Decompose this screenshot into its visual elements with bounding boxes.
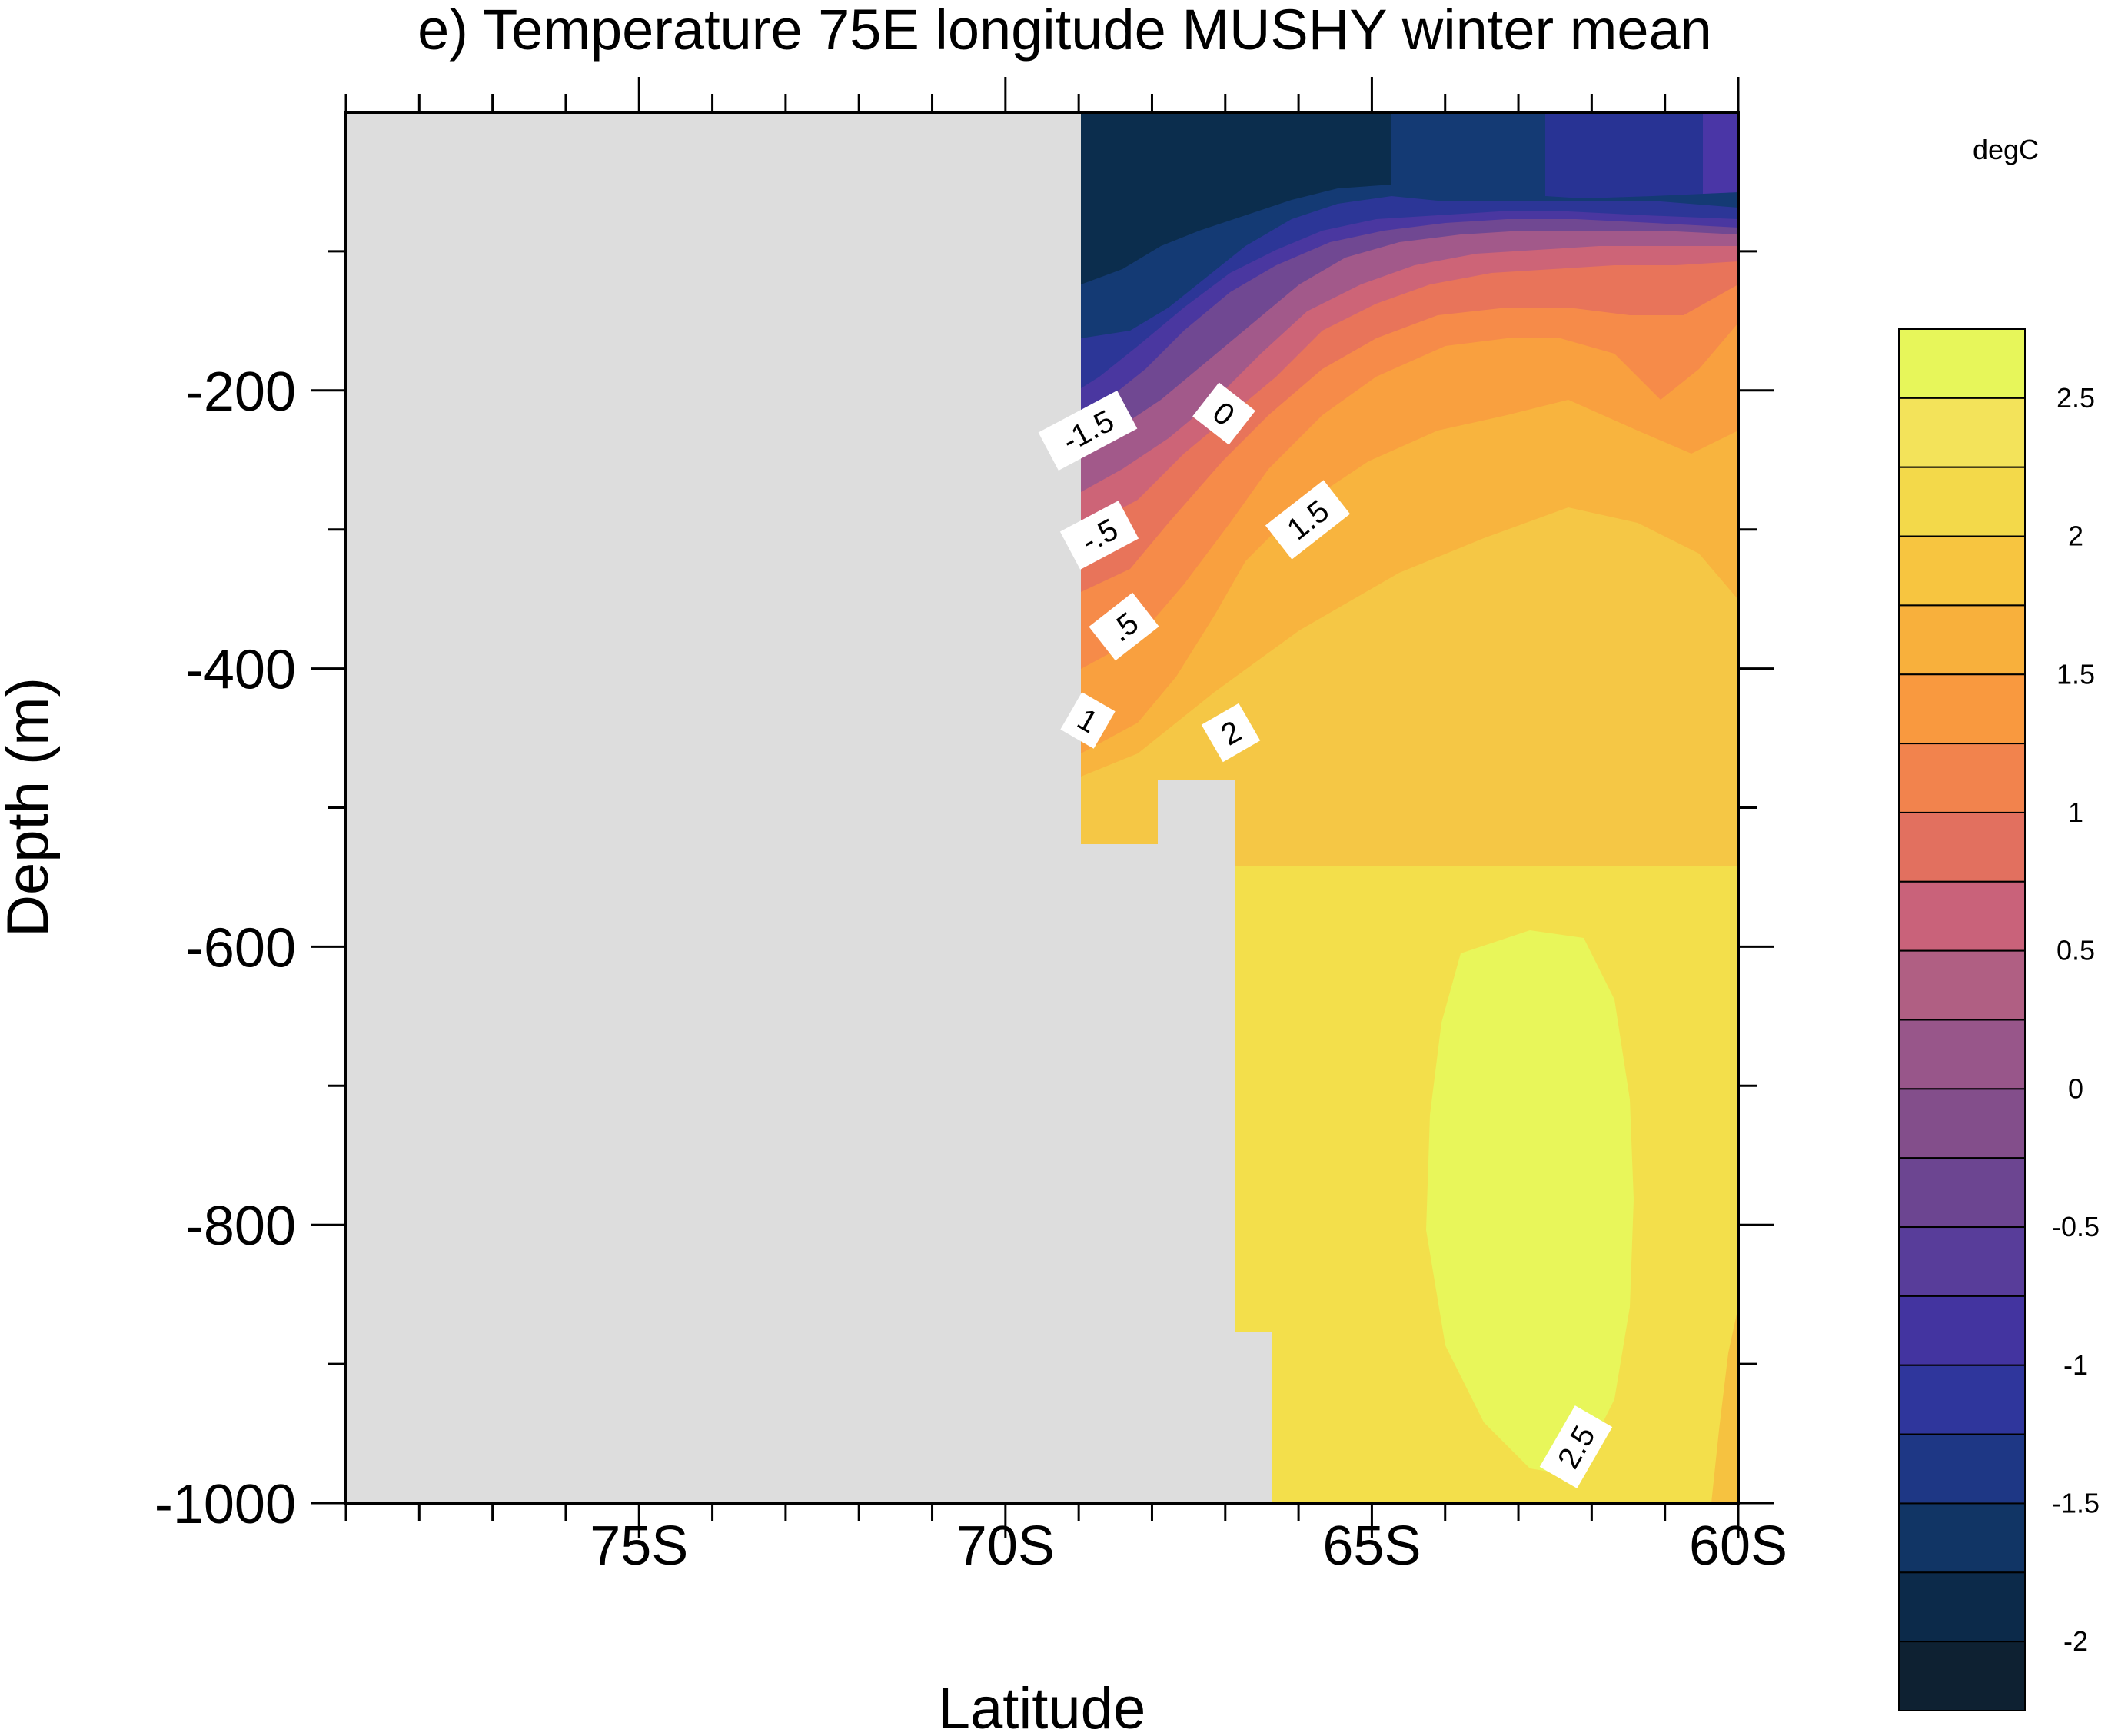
fill-band-2-5 (1426, 930, 1634, 1476)
colorbar-label: 0.5 (2056, 935, 2095, 966)
y-tick-label: -600 (185, 917, 296, 979)
fill-band-2-25-edge (1711, 1307, 1738, 1503)
colorbar-label: 2 (2068, 520, 2083, 552)
colorbar-swatch (1898, 673, 2026, 745)
y-tick-label: -1000 (155, 1474, 296, 1535)
land-mask (346, 112, 1272, 1503)
colorbar-swatch (1898, 880, 2026, 952)
contour-label-box (1192, 382, 1255, 445)
contour-label: 1 (1060, 692, 1116, 749)
colorbar: 2.5 2 1.5 1 0.5 0 -0.5 -1 -1.5 -2 (1898, 328, 2100, 1711)
colorbar-swatch (1898, 1641, 2026, 1711)
contour-label: 0 (1192, 382, 1255, 445)
x-tick-label: 75S (590, 1515, 688, 1577)
contour-label-box (1265, 480, 1351, 560)
x-tick-label: 70S (956, 1515, 1055, 1577)
contour-labels: -1.5 0-.5 1.5.51 22.5 (1038, 382, 1613, 1488)
x-tick-label: 60S (1689, 1515, 1787, 1577)
colorbar-label: -1.5 (2052, 1487, 2100, 1518)
colorbar-label: 1 (2068, 796, 2083, 828)
contour-label-box (1060, 692, 1116, 749)
contour-label: 2.5 (1539, 1405, 1613, 1488)
colorbar-swatch (1898, 1571, 2026, 1643)
contour-label-box (1201, 703, 1261, 763)
colorbar-swatch (1898, 1226, 2026, 1297)
y-tick-label: -400 (185, 640, 296, 701)
fill-band-neg-1-25-top (1545, 112, 1738, 198)
colorbar-label: 1.5 (2056, 658, 2095, 690)
y-tick-label: -800 (185, 1196, 296, 1257)
fill-band-neg-1-top-edge (1703, 112, 1738, 194)
plot-area (346, 112, 1738, 1503)
colorbar-swatch (1898, 1295, 2026, 1366)
colorbar-swatch (1898, 1088, 2026, 1159)
colorbar-swatch (1898, 535, 2026, 607)
contour-label-box (1539, 1405, 1613, 1488)
colorbar-label: 0 (2068, 1073, 2083, 1104)
fill-band-neg-2 (1081, 112, 1391, 284)
colorbar-swatch (1898, 604, 2026, 676)
x-axis-title: Latitude (938, 1676, 1145, 1736)
colorbar-swatch (1898, 811, 2026, 883)
colorbar-label: -0.5 (2052, 1211, 2100, 1242)
colorbar-swatch (1898, 949, 2026, 1021)
contour-label-box (1089, 592, 1159, 661)
colorbar-swatch (1898, 1019, 2026, 1090)
colorbar-label: 2.5 (2056, 382, 2095, 414)
y-tick-label: -200 (185, 361, 296, 423)
x-tick-label: 65S (1322, 1515, 1421, 1577)
colorbar-swatch (1898, 743, 2026, 813)
y-axis-title: Depth (m) (0, 677, 61, 937)
x-axis: 75S 70S 65S 60S (344, 77, 1787, 1577)
chart-title: e) Temperature 75E longitude MUSHY winte… (417, 0, 1712, 62)
colorbar-swatch (1898, 1364, 2026, 1435)
contour-label: .5 (1089, 592, 1159, 661)
colorbar-units: degC (1973, 134, 2039, 165)
colorbar-label: -2 (2063, 1625, 2088, 1657)
colorbar-swatch (1898, 1502, 2026, 1574)
contour-label-box (1059, 501, 1139, 570)
colorbar-swatch (1898, 397, 2026, 468)
colorbar-swatch (1898, 1157, 2026, 1229)
y-axis: -200 -400 -600 -800 -1000 (155, 250, 1774, 1535)
contour-label: 2 (1201, 703, 1261, 763)
colorbar-swatch (1898, 1433, 2026, 1505)
contour-label-box (1038, 391, 1138, 471)
colorbar-swatch (1898, 328, 2026, 399)
colorbar-swatch (1898, 466, 2026, 537)
colorbar-label: -1 (2063, 1349, 2088, 1381)
